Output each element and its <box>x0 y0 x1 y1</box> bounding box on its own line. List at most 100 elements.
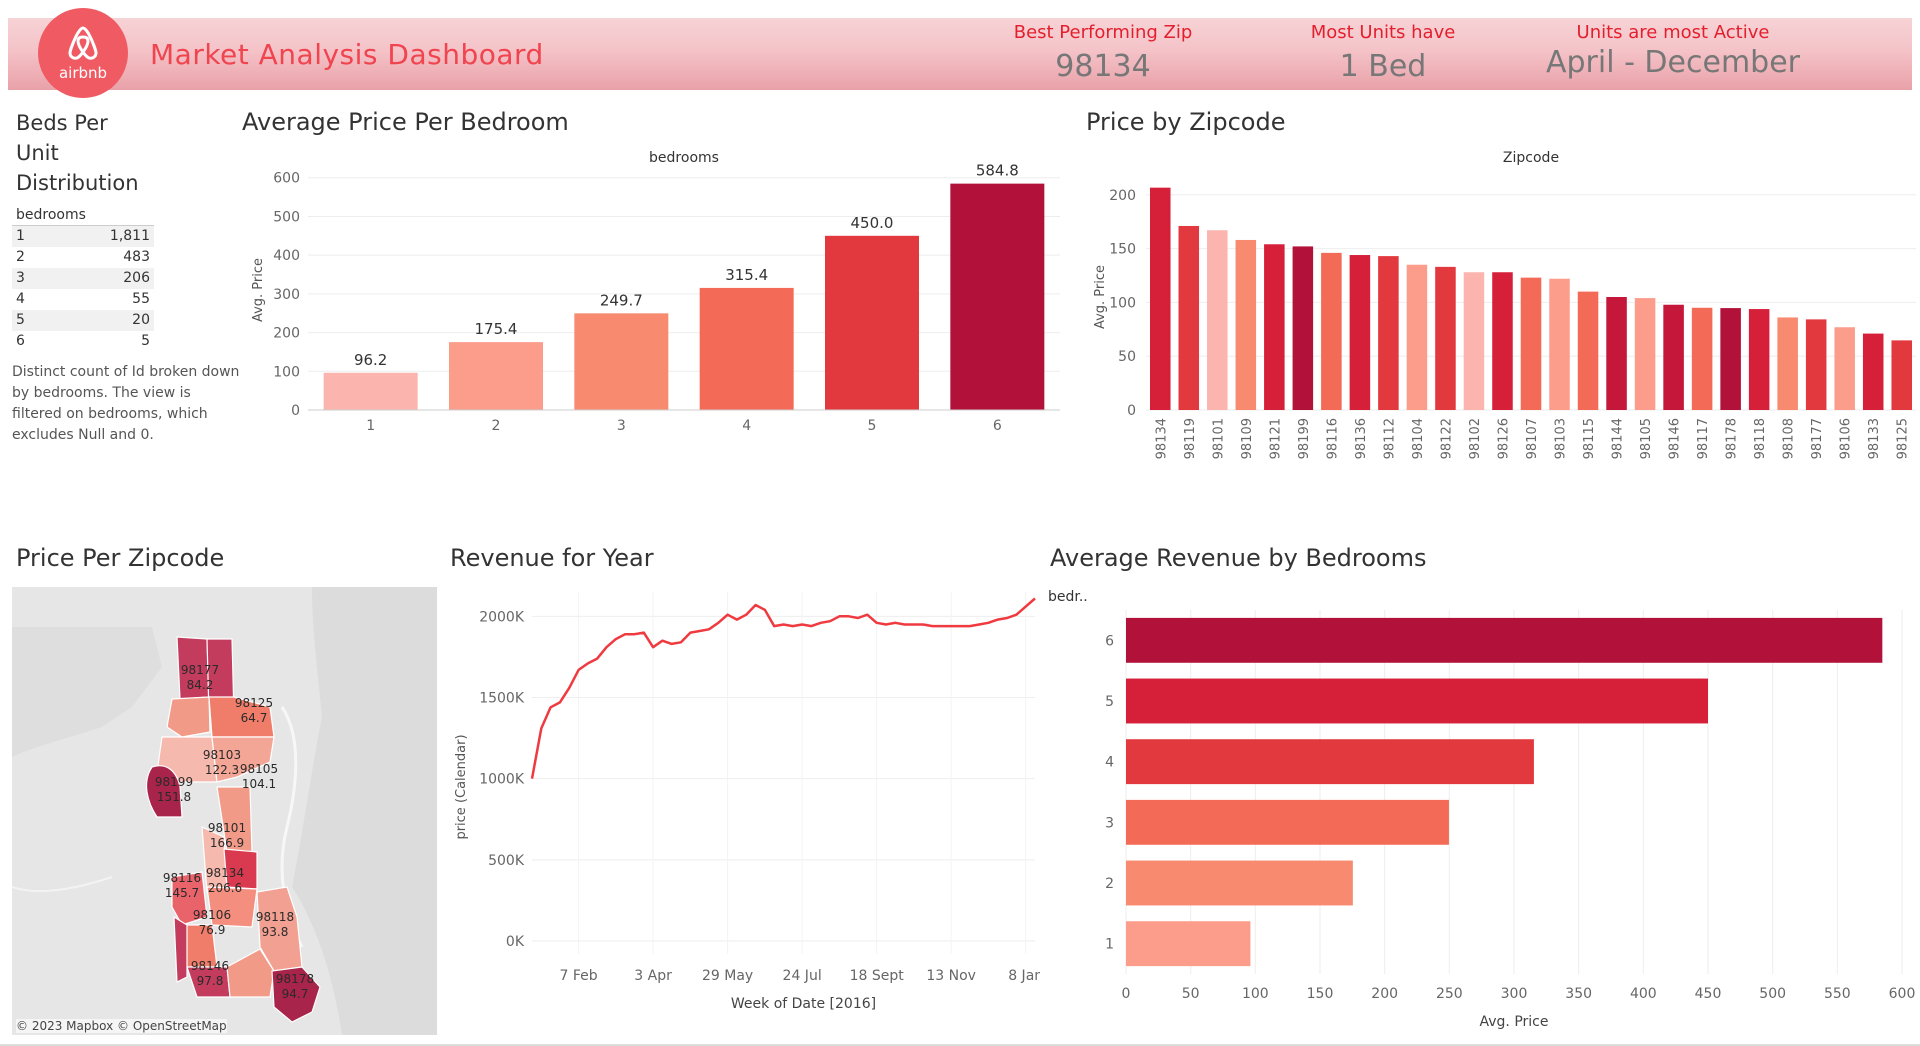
y-tick-label: 1000K <box>479 772 525 788</box>
y-axis-label: Avg. Price <box>251 258 266 322</box>
y-tick-label: 6 <box>1105 633 1114 649</box>
x-tick-label: 98101 <box>1211 418 1226 459</box>
map-label-value: 145.7 <box>165 886 199 900</box>
bar <box>1126 617 1883 663</box>
y-tick-label: 2 <box>1105 876 1114 892</box>
x-tick-label: 98121 <box>1268 418 1283 459</box>
title-line: Distribution <box>16 171 139 195</box>
bar <box>1321 252 1342 410</box>
x-tick-label: 98103 <box>1554 418 1569 459</box>
y-tick-label: 100 <box>273 364 300 380</box>
price-by-zipcode-chart[interactable]: Zipcode 0 50 100 150 200 Avg. Price 98134 98119 9… <box>1086 148 1920 538</box>
bar <box>1126 739 1534 785</box>
bar <box>1891 340 1913 410</box>
table-row[interactable]: 5 20 <box>12 310 154 331</box>
table-row[interactable]: 2 483 <box>12 247 154 268</box>
bar <box>1235 239 1257 410</box>
x-tick-label: 400 <box>1630 986 1657 1002</box>
x-tick-label: 98115 <box>1582 418 1597 459</box>
x-tick-label: 500 <box>1759 986 1786 1002</box>
kpi-active-months: Units are most Active April - December <box>1528 22 1818 80</box>
x-tick-label: 98144 <box>1611 418 1626 459</box>
y-tick-label: 3 <box>1105 815 1114 831</box>
map-label-zip: 98118 <box>256 910 294 924</box>
revenue-for-year-chart[interactable]: 0K 500K 1000K 1500K 2000K 7 Feb 3 Apr 29 May 24 … <box>450 582 1040 1022</box>
data-label: 249.7 <box>600 291 643 309</box>
table-row[interactable]: 1 1,811 <box>12 226 154 247</box>
x-tick-label: 18 Sept <box>850 968 905 984</box>
x-tick-label: 350 <box>1565 986 1592 1002</box>
y-tick-label: 0 <box>1127 403 1136 419</box>
data-label: 175.4 <box>475 320 518 338</box>
x-tick-label: 2 <box>492 418 501 434</box>
dashboard-title: Market Analysis Dashboard <box>150 38 544 71</box>
price-per-zipcode-map[interactable]: 98177 84.2 98125 64.7 98103 122.3 98105 … <box>12 587 437 1035</box>
map-label-zip: 98116 <box>163 871 201 885</box>
data-label: 584.8 <box>976 162 1019 180</box>
table-row[interactable]: 3 206 <box>12 268 154 289</box>
bar <box>1663 304 1684 410</box>
y-tick-label: 5 <box>1105 694 1114 710</box>
x-tick-label: 13 Nov <box>926 968 976 984</box>
bar <box>699 287 794 410</box>
y-axis-label: price (Calendar) <box>454 734 469 839</box>
y-tick-label: 4 <box>1105 755 1114 771</box>
x-tick-label: 98133 <box>1867 418 1882 459</box>
x-axis-label: Week of Date [2016] <box>731 996 876 1012</box>
bar <box>1463 272 1485 410</box>
map-label-value: 206.6 <box>208 881 242 895</box>
table-row[interactable]: 4 55 <box>12 289 154 310</box>
x-tick-label: 98136 <box>1354 418 1369 459</box>
map-label-zip: 98199 <box>155 775 193 789</box>
x-tick-label: 8 Jan <box>1008 968 1040 984</box>
x-tick-label: 98105 <box>1639 418 1654 459</box>
bedrooms-cell: 3 <box>16 270 25 286</box>
title-line: Unit <box>16 141 59 165</box>
bar <box>1126 921 1251 967</box>
kpi-value: 98134 <box>1055 49 1151 84</box>
airbnb-logo: airbnb <box>38 8 128 98</box>
x-tick-label: 29 May <box>702 968 753 984</box>
x-tick-label: 98106 <box>1839 418 1854 459</box>
series-line <box>530 597 1036 779</box>
x-tick-label: 98102 <box>1468 418 1483 459</box>
count-cell: 483 <box>123 249 150 265</box>
bar <box>323 372 418 410</box>
x-tick-label: 550 <box>1824 986 1851 1002</box>
avg-revenue-by-bedrooms-chart[interactable]: bedr.. 0 50 100 150 200 250 300 350 400 450 500 550 6… <box>1046 582 1920 1032</box>
bar <box>574 313 669 410</box>
y-tick-label: 500K <box>488 853 525 869</box>
map-label-zip: 98178 <box>276 972 314 986</box>
bar <box>1207 230 1228 410</box>
map-label-zip: 98103 <box>203 748 241 762</box>
x-tick-label: 98199 <box>1297 418 1312 459</box>
bedrooms-cell: 5 <box>16 312 25 328</box>
bedrooms-cell: 6 <box>16 333 25 349</box>
y-tick-label: 200 <box>273 326 300 342</box>
count-cell: 5 <box>141 333 150 349</box>
map-canvas[interactable]: 98177 84.2 98125 64.7 98103 122.3 98105 … <box>12 587 437 1035</box>
map-zip-labels: 98177 84.2 98125 64.7 98103 122.3 98105 … <box>155 663 314 1001</box>
map-label-zip: 98146 <box>191 959 229 973</box>
x-tick-label: 600 <box>1889 986 1916 1002</box>
map-label-value: 166.9 <box>210 836 244 850</box>
kpi-label: Best Performing Zip <box>1013 22 1193 43</box>
bar <box>1634 298 1656 410</box>
airbnb-logo-icon <box>68 26 98 60</box>
bedrooms-cell: 2 <box>16 249 25 265</box>
x-tick-label: 100 <box>1242 986 1269 1002</box>
price-by-zipcode-title: Price by Zipcode <box>1086 108 1286 136</box>
x-axis-label: Avg. Price <box>1480 1014 1549 1030</box>
y-tick-label: 0K <box>506 934 525 950</box>
count-cell: 55 <box>132 291 150 307</box>
bar <box>1492 272 1513 410</box>
x-tick-label: 450 <box>1695 986 1722 1002</box>
avg-price-per-bedroom-chart[interactable]: bedrooms 0 100 200 300 400 500 600 Avg. Price 96.… <box>240 148 1070 538</box>
top-axis-label: bedrooms <box>649 150 719 166</box>
map-label-value: 97.8 <box>197 974 224 988</box>
x-tick-label: 200 <box>1371 986 1398 1002</box>
data-label: 315.4 <box>725 266 768 284</box>
kpi-most-units: Most Units have 1 Bed <box>1278 22 1488 84</box>
